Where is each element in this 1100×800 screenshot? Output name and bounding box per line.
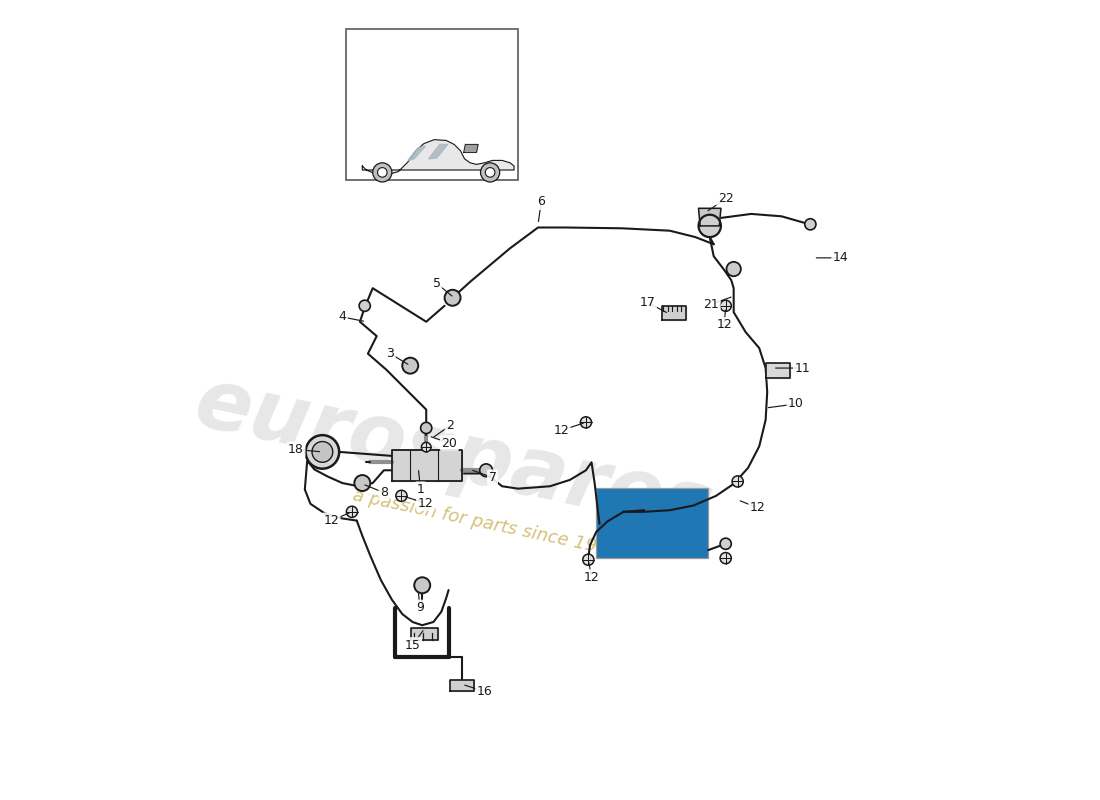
Circle shape <box>373 163 392 182</box>
Circle shape <box>312 442 333 462</box>
Circle shape <box>306 435 339 469</box>
Polygon shape <box>450 679 474 690</box>
Polygon shape <box>698 208 720 226</box>
Text: 21: 21 <box>703 298 719 310</box>
Text: 12: 12 <box>553 424 569 437</box>
Polygon shape <box>408 146 426 161</box>
Circle shape <box>581 417 592 428</box>
Text: 5: 5 <box>432 277 441 290</box>
Circle shape <box>415 578 430 594</box>
Text: 1: 1 <box>417 483 425 496</box>
Circle shape <box>698 214 720 237</box>
Circle shape <box>421 442 431 452</box>
Text: 12: 12 <box>750 502 766 514</box>
Circle shape <box>359 300 371 311</box>
Text: eurospares: eurospares <box>188 362 720 550</box>
Text: 12: 12 <box>323 514 339 527</box>
Text: 3: 3 <box>386 347 394 360</box>
Circle shape <box>720 553 732 564</box>
Circle shape <box>583 554 594 566</box>
Circle shape <box>444 290 461 306</box>
Text: 4: 4 <box>339 310 346 323</box>
Text: 12: 12 <box>716 318 732 331</box>
Polygon shape <box>429 145 448 159</box>
Polygon shape <box>362 140 514 174</box>
Circle shape <box>805 218 816 230</box>
Polygon shape <box>464 145 478 153</box>
Circle shape <box>377 168 387 177</box>
Polygon shape <box>411 628 438 639</box>
Circle shape <box>396 490 407 502</box>
Polygon shape <box>662 306 685 320</box>
Circle shape <box>720 300 732 311</box>
Text: 17: 17 <box>639 296 656 309</box>
Text: 2: 2 <box>447 419 454 432</box>
Polygon shape <box>766 363 790 378</box>
Text: 15: 15 <box>405 638 420 652</box>
Text: 20: 20 <box>441 437 458 450</box>
Circle shape <box>354 475 371 491</box>
Text: 22: 22 <box>718 192 734 206</box>
Bar <box>346 29 518 180</box>
Bar <box>596 488 708 558</box>
Text: 11: 11 <box>794 362 811 374</box>
Circle shape <box>480 464 493 477</box>
Circle shape <box>346 506 358 518</box>
Text: 10: 10 <box>788 398 804 410</box>
Text: 12: 12 <box>584 570 600 584</box>
Circle shape <box>720 538 732 550</box>
Text: 16: 16 <box>476 685 493 698</box>
Text: 8: 8 <box>379 486 388 499</box>
Text: 9: 9 <box>416 601 424 614</box>
Text: 6: 6 <box>537 195 546 209</box>
Circle shape <box>485 168 495 177</box>
Text: 18: 18 <box>288 443 304 456</box>
Circle shape <box>403 358 418 374</box>
Text: 7: 7 <box>488 471 496 484</box>
Circle shape <box>733 476 744 487</box>
Text: 12: 12 <box>418 497 433 510</box>
Circle shape <box>726 262 741 276</box>
Text: a passion for parts since 1985: a passion for parts since 1985 <box>351 486 620 561</box>
Circle shape <box>420 422 432 434</box>
Circle shape <box>481 163 499 182</box>
Polygon shape <box>392 450 462 481</box>
Text: 14: 14 <box>833 251 848 264</box>
